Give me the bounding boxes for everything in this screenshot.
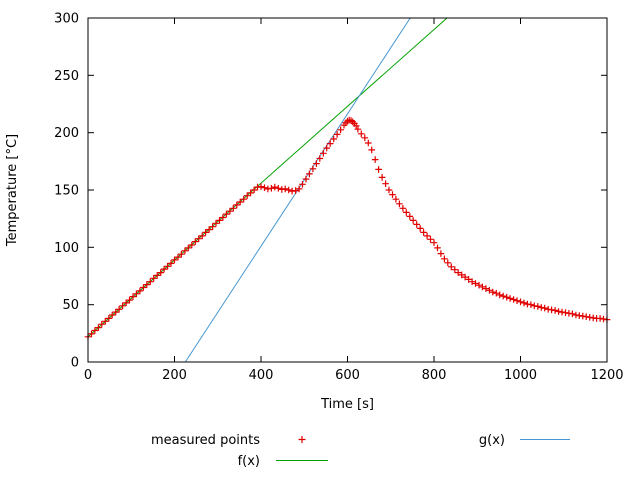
x-axis-title: Time [s]: [320, 397, 374, 412]
x-tick-label: 0: [84, 368, 92, 383]
y-tick-label: 0: [71, 356, 79, 371]
y-tick-label: 250: [54, 69, 79, 84]
x-tick-label: 1200: [590, 368, 623, 383]
y-tick-label: 300: [54, 12, 79, 27]
x-tick-label: 200: [162, 368, 187, 383]
measured-points-series: [84, 116, 611, 341]
legend-label-gx: g(x): [479, 433, 505, 448]
x-tick-label: 400: [249, 368, 274, 383]
plot-border: [87, 17, 608, 363]
x-tick-label: 1000: [504, 368, 537, 383]
y-tick-label: 50: [62, 298, 79, 313]
fit-line-fx: [87, 17, 448, 338]
legend-label-fx: f(x): [238, 454, 260, 469]
y-tick-label: 200: [54, 126, 79, 141]
x-tick-label: 800: [422, 368, 447, 383]
y-tick-label: 100: [54, 241, 79, 256]
y-axis-title: Temperature [°C]: [5, 134, 20, 247]
legend-marker-plus-icon: [298, 436, 306, 443]
x-tick-label: 600: [335, 368, 360, 383]
legend-label-measuredpoints: measured points: [151, 433, 260, 448]
y-tick-label: 150: [54, 184, 79, 199]
